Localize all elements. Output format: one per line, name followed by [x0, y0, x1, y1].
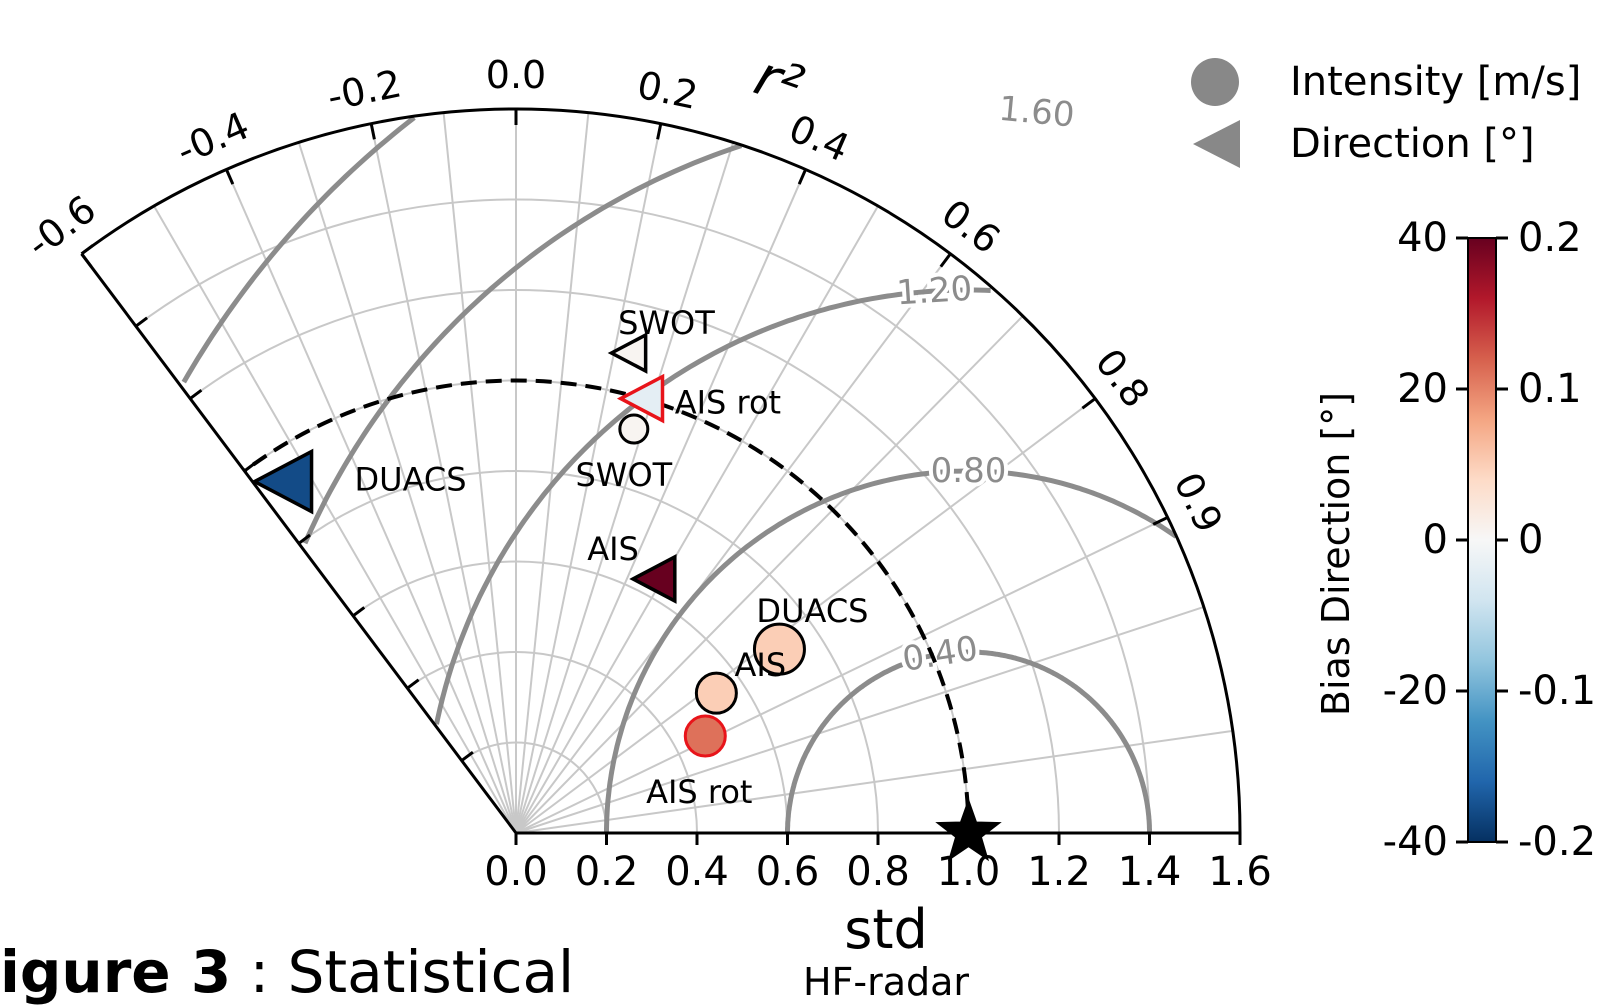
- legend-triangle-marker: [1193, 120, 1240, 168]
- r2-tick: [80, 252, 93, 268]
- rmsd-contour-label: 0.80: [931, 451, 1007, 491]
- r2-tick: [656, 123, 663, 140]
- left-boundary-tick: [352, 606, 366, 617]
- correlation-grid-line: [442, 112, 517, 834]
- correlation-grid-line: [515, 253, 952, 834]
- correlation-grid-line: [515, 729, 1233, 834]
- std-tick-label: 0.0: [484, 849, 548, 895]
- rmsd-contour: [604, 468, 1178, 833]
- r2-tick-label: 0.0: [486, 53, 546, 97]
- intensity-marker-ais: [694, 671, 738, 715]
- point-label-ais-rot: AIS rot: [646, 773, 752, 811]
- r2-tick-label: 0.8: [1087, 341, 1158, 416]
- r2-tick-label: 0.2: [634, 63, 702, 118]
- colorbar-right-tick-label: -0.2: [1518, 819, 1596, 865]
- std-tick-label: 1.2: [1027, 849, 1091, 895]
- intensity-marker-duacs: [752, 622, 806, 676]
- figure-caption: igure 3 : Statistical: [0, 938, 574, 1006]
- correlation-grid-line: [515, 123, 662, 834]
- colorbar: [1467, 237, 1497, 843]
- figure-caption-text: : Statistical: [231, 938, 575, 1006]
- std-tick-label: 0.2: [575, 849, 639, 895]
- rmsd-contour: [181, 115, 416, 384]
- colorbar-right-tick-label: 0.1: [1518, 366, 1582, 412]
- legend-entry-label: Direction [°]: [1290, 121, 1535, 167]
- reference-star-marker: [935, 797, 1002, 862]
- rmsd-contour-label: 1.60: [997, 89, 1076, 136]
- left-boundary-tick: [80, 244, 94, 256]
- r2-tick-label: 0.4: [783, 106, 856, 171]
- intensity-marker-ais-rot: [683, 714, 727, 758]
- point-label-duacs: DUACS: [756, 592, 868, 630]
- correlation-grid-line: [515, 112, 590, 834]
- left-boundary-tick: [460, 751, 474, 762]
- point-label-swot: SWOT: [575, 456, 672, 494]
- std-grid-arc: [135, 198, 1151, 834]
- r2-tick-label: 0.6: [933, 191, 1008, 262]
- colorbar-right-tick-label: 0: [1518, 517, 1543, 563]
- legend-entry-label: Intensity [m/s]: [1290, 59, 1581, 105]
- legend-circle-marker: [1191, 58, 1239, 106]
- std-tick-label: 0.4: [665, 849, 729, 895]
- colorbar-right-tick-label: -0.1: [1518, 668, 1596, 714]
- point-label-duacs: DUACS: [355, 461, 467, 499]
- correlation-grid-line: [297, 142, 517, 834]
- colorbar-left-tick-label: -20: [1383, 668, 1448, 714]
- outer-arc: [80, 107, 1242, 834]
- left-boundary-tick: [406, 678, 420, 690]
- correlation-grid-line: [515, 605, 1205, 834]
- point-label-ais: AIS: [587, 530, 639, 568]
- colorbar-left-tick-label: 0: [1423, 517, 1448, 563]
- left-boundary-tick: [189, 389, 203, 400]
- reference-std-arc: [243, 378, 971, 834]
- std-grid-arc: [189, 289, 1060, 834]
- direction-marker-duacs: [250, 448, 314, 515]
- rmsd-contour-label: 1.20: [895, 269, 973, 314]
- std-tick-label: 1.6: [1208, 849, 1272, 895]
- correlation-grid-line: [515, 315, 1024, 834]
- r2-tick: [369, 123, 376, 140]
- correlation-grid-line: [515, 169, 807, 834]
- std-tick-label: 1.0: [937, 849, 1001, 895]
- left-boundary-tick: [134, 316, 149, 328]
- intensity-marker-swot: [618, 413, 650, 445]
- rmsd-contour: [785, 649, 1152, 833]
- correlation-grid-line: [515, 142, 735, 834]
- r2-tick-label: 0.9: [1165, 466, 1231, 540]
- std-axis-sublabel: HF-radar: [803, 960, 969, 1000]
- r2-tick-label: -0.6: [18, 187, 104, 267]
- colorbar-label: Bias Direction [°]: [1314, 392, 1358, 716]
- point-label-ais: AIS: [735, 646, 787, 684]
- std-grid-arc: [406, 651, 698, 834]
- std-tick-label: 0.6: [756, 849, 820, 895]
- r2-tick: [1152, 516, 1169, 526]
- r2-tick: [1081, 397, 1097, 410]
- correlation-grid-line: [225, 169, 517, 834]
- correlation-grid-line: [515, 516, 1169, 834]
- figure-caption-number: igure 3: [0, 938, 232, 1006]
- r2-tick: [797, 168, 807, 185]
- r2-tick: [939, 252, 952, 268]
- std-tick-label: 1.4: [1118, 849, 1182, 895]
- colorbar-left-tick-label: 20: [1397, 366, 1448, 412]
- left-boundary-tick: [243, 461, 257, 473]
- r2-tick: [225, 168, 235, 185]
- std-tick-label: 0.8: [846, 849, 910, 895]
- colorbar-right-tick-label: 0.2: [1518, 215, 1582, 261]
- point-label-ais-rot: AIS rot: [675, 384, 781, 422]
- direction-marker-swot: [607, 332, 648, 374]
- correlation-grid-line: [370, 123, 517, 834]
- colorbar-left-tick-label: -40: [1383, 819, 1448, 865]
- direction-marker-ais: [629, 554, 677, 604]
- direction-marker-ais-rot: [616, 373, 665, 424]
- r2-tick-label: -0.2: [324, 61, 405, 119]
- point-label-swot: SWOT: [618, 304, 715, 342]
- left-boundary-tick: [297, 533, 311, 545]
- correlation-grid-line: [153, 205, 517, 834]
- rmsd-contour: [302, 143, 743, 545]
- std-axis-label: std: [844, 898, 928, 961]
- colorbar-left-tick-label: 40: [1397, 215, 1448, 261]
